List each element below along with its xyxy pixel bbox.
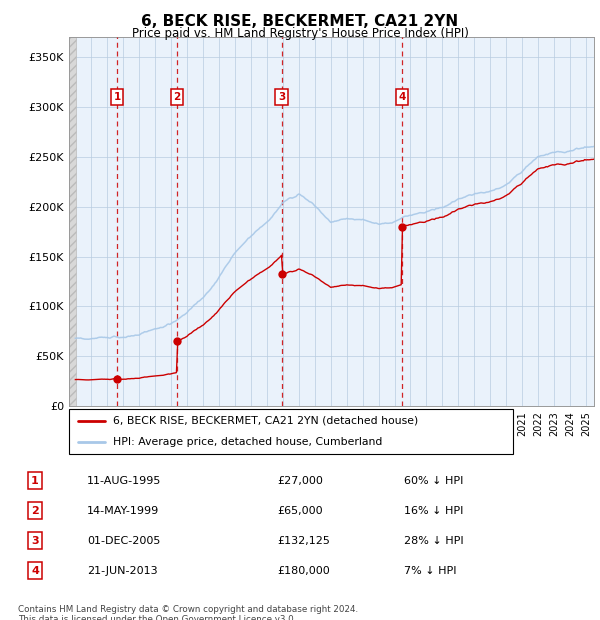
Bar <box>76 37 600 406</box>
Text: Contains HM Land Registry data © Crown copyright and database right 2024.
This d: Contains HM Land Registry data © Crown c… <box>18 604 358 620</box>
Bar <box>67 37 76 406</box>
Text: 7% ↓ HPI: 7% ↓ HPI <box>404 565 456 575</box>
Text: 1: 1 <box>113 92 121 102</box>
Text: HPI: Average price, detached house, Cumberland: HPI: Average price, detached house, Cumb… <box>113 437 383 447</box>
Text: Price paid vs. HM Land Registry's House Price Index (HPI): Price paid vs. HM Land Registry's House … <box>131 27 469 40</box>
Text: 14-MAY-1999: 14-MAY-1999 <box>87 506 159 516</box>
Text: 4: 4 <box>31 565 39 575</box>
Text: 60% ↓ HPI: 60% ↓ HPI <box>404 476 463 485</box>
Text: 6, BECK RISE, BECKERMET, CA21 2YN (detached house): 6, BECK RISE, BECKERMET, CA21 2YN (detac… <box>113 416 419 426</box>
Text: 2: 2 <box>31 506 39 516</box>
Text: 3: 3 <box>31 536 39 546</box>
Text: 11-AUG-1995: 11-AUG-1995 <box>87 476 161 485</box>
Text: £180,000: £180,000 <box>277 565 330 575</box>
Text: 21-JUN-2013: 21-JUN-2013 <box>87 565 158 575</box>
Text: 2: 2 <box>173 92 181 102</box>
Text: 1: 1 <box>31 476 39 485</box>
Text: £65,000: £65,000 <box>277 506 323 516</box>
Text: 3: 3 <box>278 92 285 102</box>
FancyBboxPatch shape <box>69 409 513 454</box>
Text: 28% ↓ HPI: 28% ↓ HPI <box>404 536 463 546</box>
Text: 4: 4 <box>398 92 406 102</box>
Text: £27,000: £27,000 <box>277 476 323 485</box>
Text: 01-DEC-2005: 01-DEC-2005 <box>87 536 160 546</box>
Text: £132,125: £132,125 <box>277 536 330 546</box>
Text: 16% ↓ HPI: 16% ↓ HPI <box>404 506 463 516</box>
Text: 6, BECK RISE, BECKERMET, CA21 2YN: 6, BECK RISE, BECKERMET, CA21 2YN <box>142 14 458 29</box>
